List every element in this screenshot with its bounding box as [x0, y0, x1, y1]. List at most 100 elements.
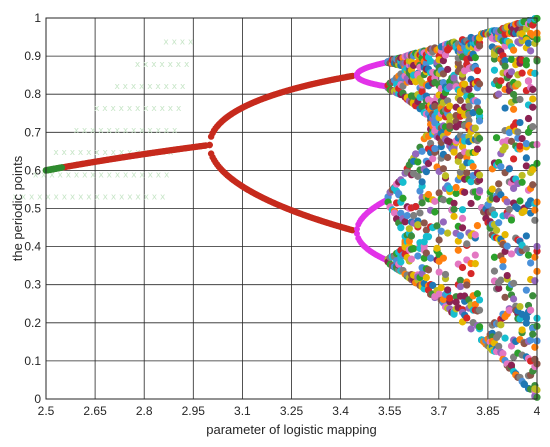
data-point [450, 199, 458, 207]
data-point [418, 178, 426, 186]
data-point [507, 137, 516, 145]
data-point [471, 124, 479, 132]
data-point [475, 134, 484, 143]
data-point [397, 209, 405, 217]
data-point [522, 286, 530, 294]
data-point [463, 314, 471, 322]
y-tick-label: 0 [34, 392, 41, 406]
data-point [524, 77, 533, 85]
data-point [435, 268, 443, 276]
x-tick-label: 3.4 [332, 404, 349, 418]
plot-frame [45, 17, 538, 400]
data-point [516, 118, 524, 127]
data-point [527, 259, 535, 267]
data-point [401, 218, 409, 226]
x-tick-label: 2.65 [83, 404, 107, 418]
data-point [446, 122, 454, 130]
data-point [499, 349, 507, 358]
y-tick-label: 0.6 [24, 163, 41, 177]
data-point [507, 216, 516, 224]
data-point [516, 142, 524, 150]
data-point [454, 157, 462, 165]
data-point [507, 68, 516, 76]
y-tick-labels: 0 0.1 0.2 0.3 0.4 0.5 0.6 0.7 0.8 0.9 1 [24, 11, 41, 406]
data-point [509, 155, 518, 163]
data-point [516, 302, 524, 311]
data-point [495, 180, 503, 188]
data-point [503, 242, 511, 250]
data-point [471, 260, 479, 268]
data-point [458, 214, 467, 222]
data-point [463, 240, 471, 248]
data-point [450, 310, 458, 318]
data-point [435, 290, 443, 298]
data-point [501, 334, 509, 342]
data-point [507, 55, 516, 64]
data-point [467, 325, 475, 333]
y-tick-label: 0.3 [24, 278, 41, 292]
x-tick-label: 3.55 [378, 404, 402, 418]
data-points [42, 14, 541, 401]
x-tick-label: 2.95 [182, 404, 206, 418]
data-point [524, 39, 533, 47]
data-point [452, 189, 460, 198]
data-point [507, 250, 516, 258]
data-point [444, 65, 452, 74]
data-point [446, 294, 454, 302]
data-point [527, 306, 535, 314]
data-point [490, 211, 499, 219]
data-point [456, 282, 464, 291]
data-point [492, 226, 501, 234]
data-point [431, 197, 439, 205]
data-point [416, 209, 424, 217]
data-point [529, 181, 537, 189]
data-point [427, 57, 435, 65]
data-point [497, 163, 505, 171]
data-point [518, 30, 526, 38]
data-point [497, 191, 505, 199]
data-point [431, 208, 439, 216]
data-point [435, 189, 443, 197]
data-point [529, 122, 537, 131]
data-point [495, 219, 503, 227]
data-point [475, 296, 484, 304]
data-point [410, 244, 418, 253]
data-point [458, 224, 467, 232]
data-point [473, 98, 482, 106]
data-point [456, 276, 464, 284]
data-point [469, 109, 477, 117]
data-point [461, 80, 469, 88]
data-point [444, 153, 452, 162]
data-point [529, 292, 537, 300]
data-point [518, 171, 526, 180]
data-point [437, 227, 445, 235]
data-point [522, 140, 530, 148]
data-point [467, 269, 475, 278]
data-point [501, 62, 509, 70]
data-point [424, 190, 433, 199]
data-point [395, 189, 403, 198]
x-tick-label: 4 [534, 404, 541, 418]
data-point [529, 95, 537, 103]
data-point [522, 319, 530, 327]
data-point [414, 172, 422, 180]
data-point [431, 102, 439, 111]
data-point [490, 267, 499, 275]
data-point [509, 184, 518, 193]
data-point [414, 158, 422, 166]
data-point [490, 253, 499, 261]
data-point [414, 221, 422, 229]
data-point [461, 188, 469, 196]
x-tick-label: 3.7 [430, 404, 447, 418]
y-tick-label: 0.9 [24, 49, 41, 63]
data-point [431, 144, 439, 153]
data-point [529, 330, 537, 338]
data-point [492, 134, 501, 142]
data-point [509, 46, 518, 54]
data-point [501, 56, 509, 65]
data-point [424, 233, 433, 241]
data-point [475, 80, 484, 88]
data-point [441, 172, 450, 180]
data-point [522, 245, 530, 253]
data-point [427, 254, 435, 262]
